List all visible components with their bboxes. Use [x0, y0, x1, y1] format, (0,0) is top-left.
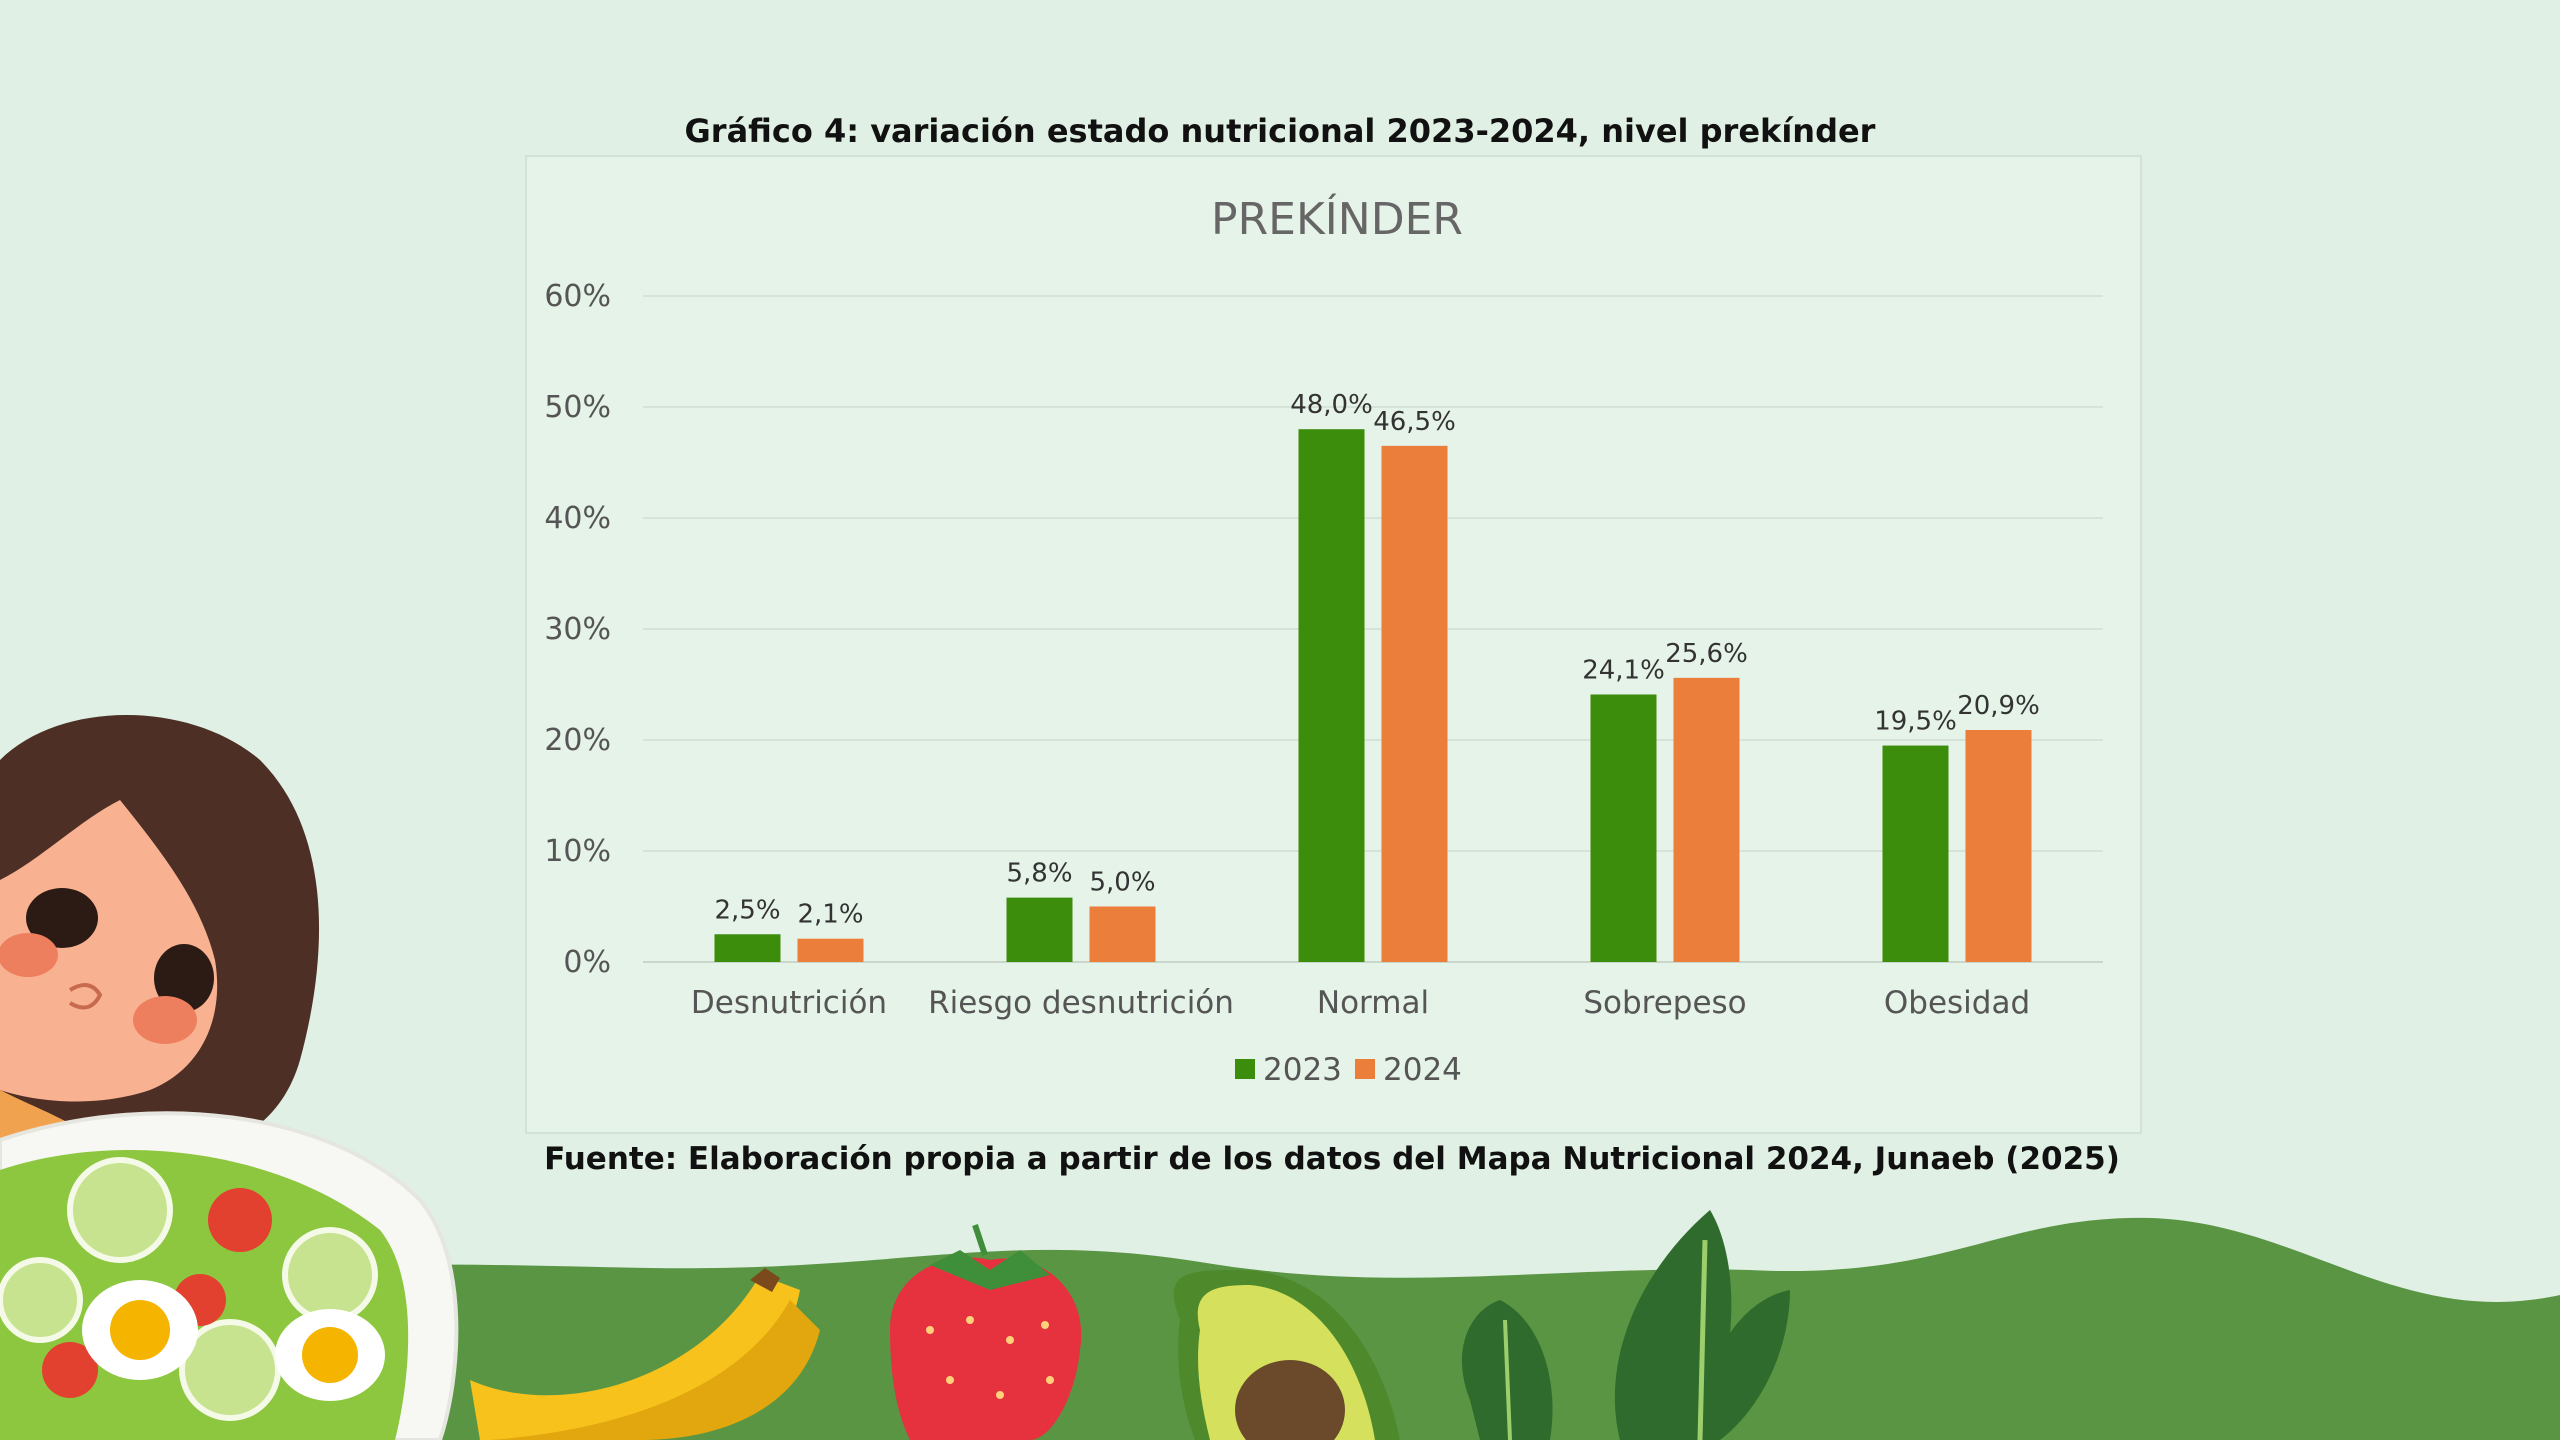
bar-2024 — [797, 938, 864, 962]
bar-2023 — [1590, 694, 1657, 962]
data-label: 24,1% — [1582, 655, 1665, 685]
figure-caption: Gráfico 4: variación estado nutricional … — [684, 112, 1876, 150]
bars — [714, 429, 2032, 963]
salad-bowl-icon — [0, 1111, 459, 1440]
y-tick-label: 50% — [544, 390, 611, 425]
bar-2024 — [1381, 445, 1448, 963]
source-caption: Fuente: Elaboración propia a partir de l… — [544, 1141, 2120, 1177]
chart-card: PREKÍNDER 0% 10% 20% 30% 40% 50% 60% 2,5% 2,1% 5… — [525, 155, 2142, 1134]
spinach-icon — [1461, 1210, 1790, 1440]
chart-title: PREKÍNDER — [1211, 192, 1463, 245]
data-label: 5,0% — [1089, 868, 1155, 898]
bar-2023 — [714, 934, 781, 962]
bar-chart: PREKÍNDER 0% 10% 20% 30% 40% 50% 60% 2,5% 2,1% 5… — [544, 192, 2103, 1088]
y-axis-ticks: 0% 10% 20% 30% 40% 50% 60% — [544, 279, 611, 980]
bar-2024 — [1965, 730, 2032, 962]
legend: 2023 2024 — [1235, 1052, 1462, 1088]
bar-2024 — [1089, 906, 1156, 962]
legend-swatch-2023 — [1235, 1059, 1255, 1079]
data-label: 2,5% — [714, 895, 780, 925]
y-tick-label: 10% — [544, 834, 611, 869]
data-label: 48,0% — [1290, 390, 1373, 420]
data-label: 20,9% — [1957, 691, 2040, 721]
bar-2024 — [1673, 677, 1740, 962]
y-tick-label: 30% — [544, 612, 611, 647]
legend-label: 2023 — [1263, 1052, 1342, 1088]
x-category-label: Riesgo desnutrición — [928, 985, 1234, 1021]
bar-2023 — [1882, 745, 1949, 962]
gridlines — [643, 295, 2103, 963]
legend-label: 2024 — [1383, 1052, 1462, 1088]
bar-2023 — [1298, 429, 1365, 962]
legend-swatch-2024 — [1355, 1059, 1375, 1079]
data-label: 5,8% — [1006, 859, 1072, 889]
avocado-icon — [1173, 1270, 1400, 1440]
data-label: 19,5% — [1874, 707, 1957, 737]
data-label: 25,6% — [1665, 639, 1748, 669]
x-axis-categories: Desnutrición Riesgo desnutrición Normal Sob… — [691, 985, 2030, 1021]
banana-icon — [470, 1268, 820, 1440]
y-tick-label: 40% — [544, 501, 611, 536]
x-category-label: Normal — [1317, 985, 1429, 1021]
x-category-label: Desnutrición — [691, 985, 887, 1021]
x-category-label: Obesidad — [1884, 985, 2030, 1021]
x-category-label: Sobrepeso — [1583, 985, 1746, 1021]
data-label: 46,5% — [1373, 407, 1456, 437]
data-label: 2,1% — [797, 900, 863, 930]
y-tick-label: 60% — [544, 279, 611, 314]
strawberry-icon — [890, 1224, 1082, 1440]
girl-illustration-icon — [0, 715, 320, 1160]
y-tick-label: 0% — [563, 945, 611, 980]
y-tick-label: 20% — [544, 723, 611, 758]
bar-2023 — [1006, 897, 1073, 962]
data-labels: 2,5% 2,1% 5,8% 5,0% 48,0%46,5% 24,1%25,6% 19,5… — [714, 390, 2039, 929]
